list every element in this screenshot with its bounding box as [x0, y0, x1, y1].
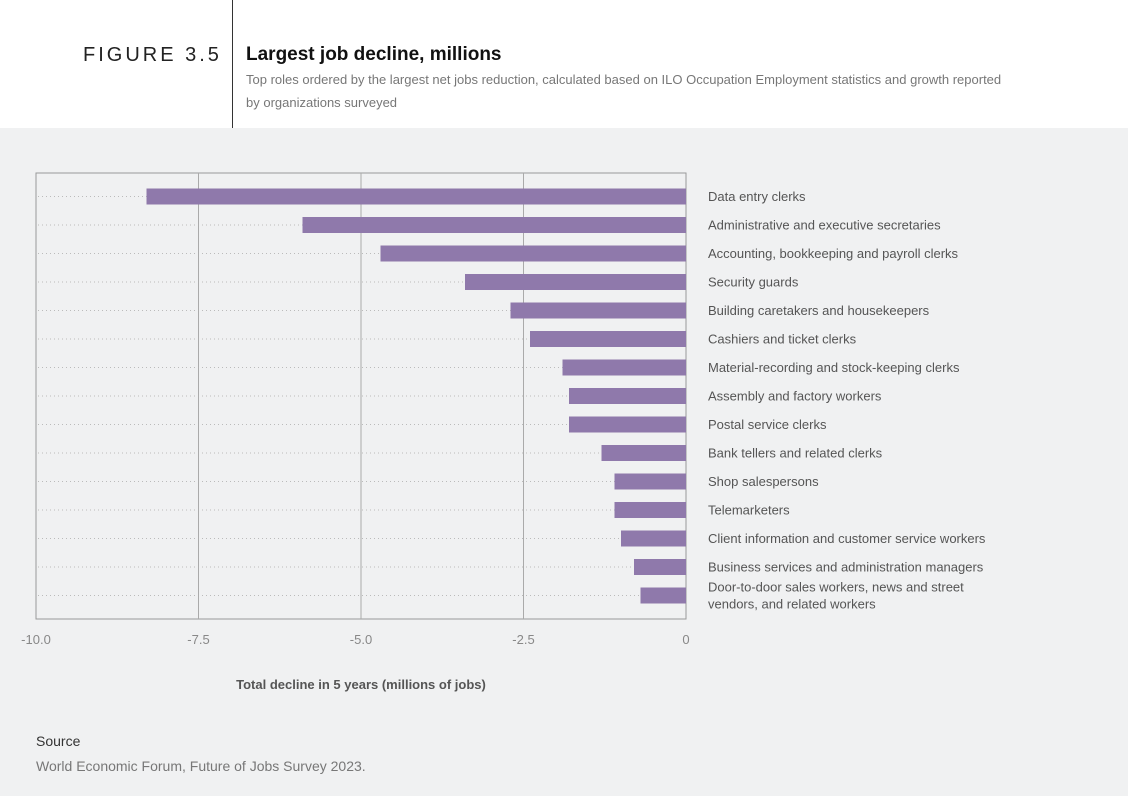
category-label: Postal service clerks [708, 417, 827, 432]
figure-header: FIGURE 3.5 Largest job decline, millions… [0, 0, 1128, 128]
category-label: Data entry clerks [708, 189, 806, 204]
bar [530, 331, 686, 347]
x-tick-label: -5.0 [350, 632, 372, 647]
x-tick-label: -2.5 [512, 632, 534, 647]
bar [465, 274, 686, 290]
category-label: Security guards [708, 275, 799, 290]
bar [614, 502, 686, 518]
category-label: Client information and customer service … [708, 531, 986, 546]
bar [510, 302, 686, 319]
bar [569, 388, 686, 404]
bar [146, 188, 686, 205]
source-text: World Economic Forum, Future of Jobs Sur… [36, 758, 366, 774]
category-label: Building caretakers and housekeepers [708, 303, 930, 318]
category-label: Accounting, bookkeeping and payroll cler… [708, 246, 959, 261]
bar [569, 416, 686, 433]
bar-chart: Data entry clerks Administrative and exec… [21, 172, 986, 647]
x-tick-label: 0 [682, 632, 689, 647]
category-label: Business services and administration man… [708, 560, 984, 575]
x-axis-title: Total decline in 5 years (millions of jo… [236, 677, 486, 692]
source-heading: Source [36, 733, 81, 749]
category-label: Assembly and factory workers [708, 389, 882, 404]
x-tick-label: -7.5 [187, 632, 209, 647]
category-label: Administrative and executive secretaries [708, 218, 941, 233]
bar [601, 445, 686, 461]
bar [562, 359, 686, 376]
bar [614, 473, 686, 490]
category-label: Door-to-door sales workers, news and str… [708, 580, 964, 612]
bar [302, 217, 686, 233]
category-label: Material-recording and stock-keeping cle… [708, 360, 960, 375]
bar [621, 530, 686, 547]
figure-number: FIGURE 3.5 [83, 44, 222, 66]
bar [634, 559, 686, 575]
bar [640, 587, 686, 604]
category-label: Telemarketers [708, 503, 790, 518]
header-divider [232, 0, 233, 128]
x-tick-label: -10.0 [21, 632, 51, 647]
figure-subtitle: Top roles ordered by the largest net job… [246, 72, 1002, 110]
category-label: Bank tellers and related clerks [708, 446, 883, 461]
figure-title: Largest job decline, millions [246, 44, 502, 65]
category-label: Shop salespersons [708, 474, 819, 489]
bar [380, 245, 686, 262]
category-label: Cashiers and ticket clerks [708, 332, 857, 347]
